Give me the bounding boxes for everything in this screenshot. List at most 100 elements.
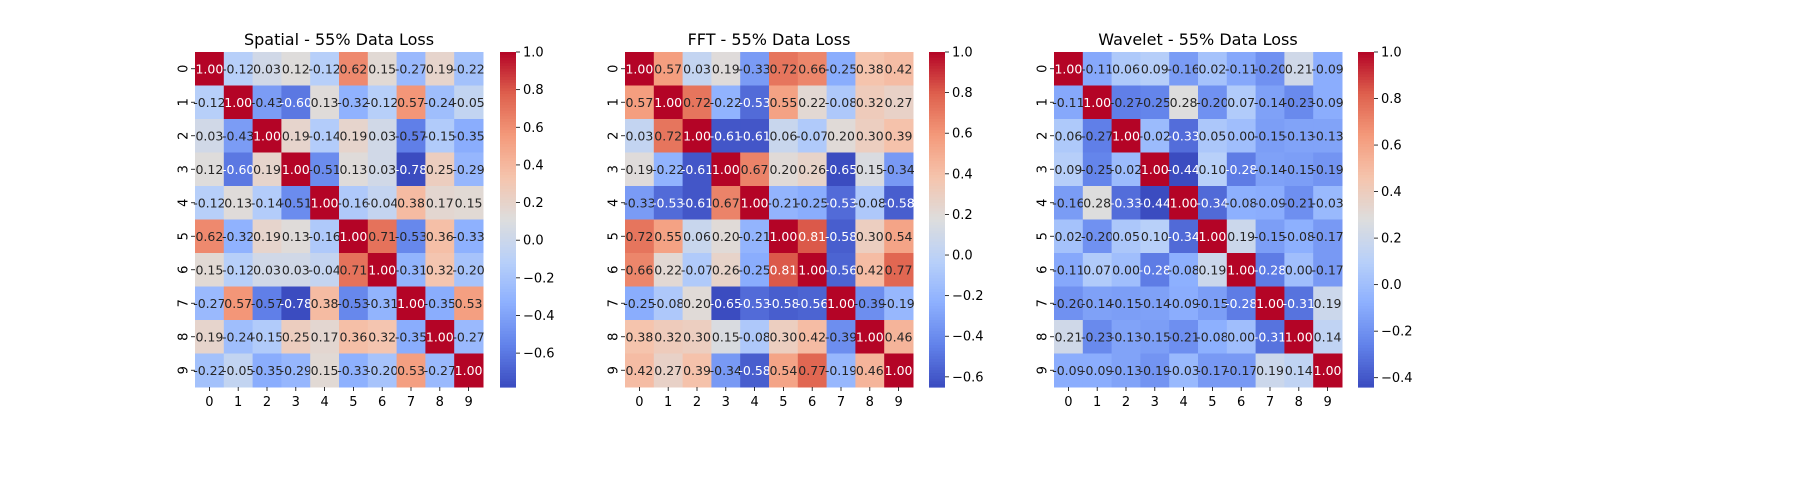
colorbar-segment — [1358, 300, 1374, 304]
colorbar-segment — [500, 77, 516, 81]
heatmap-cell — [1284, 219, 1314, 254]
heatmap-cell — [223, 85, 254, 120]
colorbar-segment — [929, 306, 945, 310]
heatmap-cell — [682, 286, 712, 321]
colorbar-segment — [1358, 336, 1374, 341]
colorbar-segment — [1358, 308, 1374, 313]
heatmap-cell — [826, 152, 856, 187]
colorbar-segment — [1358, 213, 1374, 218]
cell-value-label: -0.27 — [395, 61, 427, 76]
heatmap-cell — [682, 52, 712, 86]
heatmap-cell — [1313, 320, 1343, 354]
y-tick-label: 1 — [177, 98, 192, 106]
cell-value-label: -0.20 — [1081, 229, 1113, 244]
colorbar-segment — [1358, 216, 1374, 221]
heatmap-cell — [310, 85, 340, 120]
cell-value-label: -0.02 — [1139, 128, 1171, 143]
cell-value-label: 1.00 — [311, 195, 339, 210]
cell-value-label: 0.21 — [1285, 61, 1313, 76]
colorbar-tick-label: −0.6 — [952, 370, 984, 385]
heatmap-cell — [396, 253, 426, 287]
heatmap-cell — [855, 286, 885, 321]
heatmap-cell — [396, 320, 426, 354]
cell-value-label: 0.00 — [1227, 329, 1255, 344]
colorbar-segment — [929, 202, 945, 207]
heatmap-cell — [653, 186, 684, 220]
colorbar-segment — [500, 132, 516, 137]
cell-value-label: 0.54 — [885, 229, 913, 244]
colorbar-segment — [929, 222, 945, 226]
colorbar-segment — [929, 333, 945, 338]
colorbar-tick-label: −0.4 — [952, 330, 984, 345]
heatmap-cell — [1226, 219, 1257, 254]
cell-value-label: 0.13 — [339, 162, 367, 177]
colorbar-tick-label: 0.4 — [1381, 185, 1402, 200]
cell-value-label: -0.09 — [1052, 363, 1084, 378]
cell-value-label: 0.12 — [195, 162, 223, 177]
colorbar-segment — [500, 283, 516, 288]
colorbar-segment — [500, 300, 516, 304]
colorbar-segment — [500, 244, 516, 249]
colorbar-segment — [1358, 141, 1374, 145]
colorbar-segment — [1358, 96, 1374, 101]
cell-value-label: 0.19 — [1227, 229, 1255, 244]
cell-value-label: 1.00 — [1083, 95, 1111, 110]
cell-value-label: 0.38 — [311, 296, 339, 311]
cell-value-label: 0.19 — [253, 229, 281, 244]
cell-value-label: -0.60 — [222, 162, 254, 177]
colorbar-segment — [500, 292, 516, 296]
cell-value-label: -0.03 — [1311, 195, 1343, 210]
cell-value-label: -0.31 — [1283, 296, 1315, 311]
heatmap-cell — [396, 85, 426, 120]
cell-value-label: -0.53 — [825, 195, 857, 210]
cell-value-label: 1.00 — [339, 229, 367, 244]
colorbar-segment — [500, 378, 516, 383]
heatmap-cell — [281, 119, 311, 153]
cell-value-label: 1.00 — [1054, 61, 1082, 76]
cell-value-label: -0.25 — [1081, 162, 1113, 177]
heatmap-cell — [396, 219, 426, 254]
colorbar: −0.6 −0.4 −0.2 0.0 0.2 0.4 0.6 0.8 1.0 — [500, 46, 555, 388]
cell-value-label: -0.31 — [366, 296, 398, 311]
cell-value-label: -0.14 — [1254, 95, 1286, 110]
colorbar-segment — [929, 336, 945, 341]
y-tick-label: 1 — [607, 98, 622, 106]
colorbar-segment — [929, 289, 945, 293]
heatmap-cell — [281, 286, 311, 321]
heatmap-cell — [252, 186, 282, 220]
x-tick-label: 7 — [1266, 395, 1274, 410]
cell-value-label: -0.27 — [424, 363, 456, 378]
colorbar-segment — [929, 300, 945, 304]
colorbar-segment — [1358, 194, 1374, 198]
colorbar-segment — [1358, 266, 1374, 271]
y-tick-label: 2 — [607, 132, 622, 140]
heatmap-cell — [1284, 253, 1314, 287]
cell-value-label: -0.09 — [1254, 195, 1286, 210]
cell-value-label: 0.03 — [282, 262, 310, 277]
cell-value-label: -0.29 — [280, 363, 312, 378]
y-tick-label: 0 — [607, 65, 622, 73]
heatmap-cell — [223, 320, 254, 354]
heatmap-cell — [653, 152, 684, 187]
colorbar-tick-label: 0.2 — [952, 208, 973, 223]
cell-value-label: -0.65 — [825, 162, 857, 177]
colorbar-segment — [1358, 378, 1374, 383]
cell-value-label: 0.30 — [769, 329, 797, 344]
cell-value-label: -0.12 — [366, 95, 398, 110]
cell-value-label: -0.33 — [738, 61, 770, 76]
heatmap-cell — [454, 85, 484, 120]
cell-value-label: 0.07 — [1227, 95, 1255, 110]
heatmap-cell — [855, 253, 885, 287]
cell-value-label: -0.53 — [652, 195, 684, 210]
heatmap-cell — [252, 353, 282, 388]
heatmap-cell — [281, 152, 311, 187]
colorbar-segment — [1358, 68, 1374, 73]
colorbar-segment — [1358, 373, 1374, 377]
colorbar-segment — [929, 261, 945, 265]
colorbar-segment — [500, 294, 516, 299]
cell-value-label: 0.57 — [224, 296, 252, 311]
colorbar-segment — [1358, 359, 1374, 363]
cell-value-label: 1.00 — [282, 162, 310, 177]
cell-value-label: -0.08 — [1167, 262, 1199, 277]
colorbar-segment — [929, 253, 945, 257]
